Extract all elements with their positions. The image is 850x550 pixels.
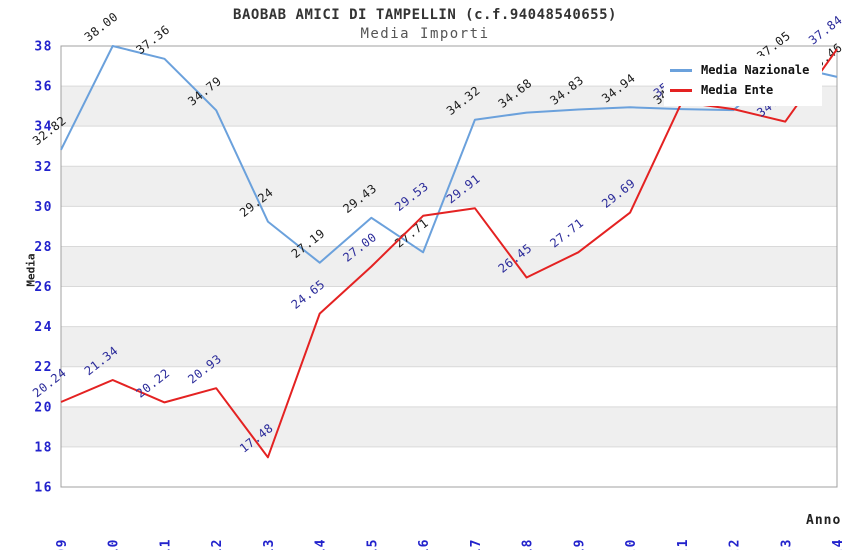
y-tick-label: 16: [34, 481, 53, 496]
x-tick-label: 2012: [210, 538, 225, 550]
y-tick-label: 28: [34, 240, 53, 255]
y-tick-label: 26: [34, 280, 53, 295]
plot-border: [60, 45, 838, 488]
y-tick-label: 38: [34, 40, 53, 55]
plot-band: [61, 406, 837, 447]
y-tick-label: 32: [34, 160, 53, 175]
point-value-label: 38.00: [82, 9, 121, 44]
x-tick-label: 2010: [107, 538, 122, 550]
media-nazionale-line-swatch-icon: [670, 68, 692, 72]
x-tick-label: 2013: [262, 538, 277, 550]
x-tick-label: 2023: [779, 538, 794, 550]
y-tick-label: 18: [34, 440, 53, 455]
legend-label-media-ente: Media Ente: [701, 83, 774, 97]
point-value-label: 27.71: [547, 216, 586, 251]
y-tick-label: 36: [34, 80, 53, 95]
chart-subtitle: Media Importi: [360, 26, 490, 42]
x-tick-label: 2016: [417, 538, 432, 550]
x-tick-label: 2018: [521, 538, 536, 550]
point-value-label: 37.84: [806, 13, 845, 48]
y-tick-label: 34: [34, 120, 53, 135]
x-tick-label: 2017: [469, 538, 484, 550]
y-tick-label: 30: [34, 200, 53, 215]
y-tick-label: 24: [34, 320, 53, 335]
y-tick-label: 22: [34, 360, 53, 375]
y-tick-label: 20: [34, 400, 53, 415]
legend-label-media-nazionale: Media Nazionale: [701, 63, 810, 77]
x-tick-label: 2015: [365, 538, 380, 550]
x-tick-label: 2019: [572, 538, 587, 550]
legend-item-media-ente: Media Ente: [670, 80, 820, 100]
point-value-label: 37.36: [133, 22, 172, 57]
x-tick-label: 2009: [55, 538, 70, 550]
chart-title: BAOBAB AMICI DI TAMPELLIN (c.f.940485406…: [233, 7, 617, 23]
point-value-label: 20.22: [133, 366, 172, 401]
legend-item-media-nazionale: Media Nazionale: [670, 60, 820, 80]
x-tick-label: 2020: [624, 538, 639, 550]
x-tick-label: 2011: [158, 538, 173, 550]
y-axis-title: Media: [24, 253, 38, 287]
x-axis-title: Anno: [806, 513, 842, 528]
x-tick-label: 2024: [831, 538, 846, 550]
chart-legend: Media Nazionale Media Ente: [664, 56, 822, 106]
plot-band: [61, 326, 837, 367]
plot-band: [61, 246, 837, 287]
x-tick-label: 2021: [676, 538, 691, 550]
media-ente-line-swatch-icon: [670, 88, 692, 92]
series-line-media-nazionale: [60, 45, 838, 264]
x-tick-label: 2014: [314, 538, 329, 550]
